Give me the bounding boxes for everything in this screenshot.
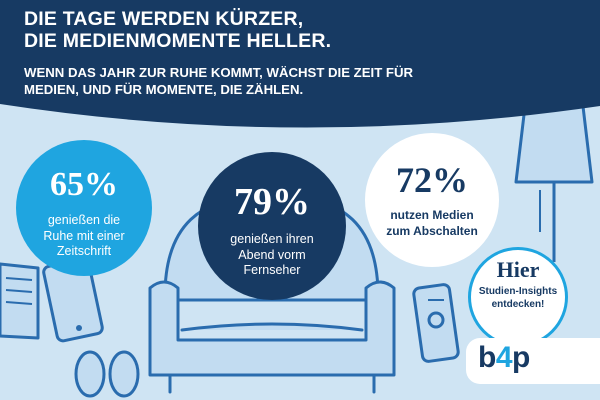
stat-caption-line: Ruhe mit einer: [43, 228, 125, 243]
stat-circle-zeitschrift: 65% genießen die Ruhe mit einer Zeitschr…: [16, 140, 152, 276]
page-title: DIE TAGE WERDEN KÜRZER, DIE MEDIENMOMENT…: [24, 8, 331, 52]
logo-accent: 4: [495, 341, 513, 374]
header-band: [0, 0, 600, 128]
stat-value: 65%: [50, 166, 118, 203]
subline-line-2: MEDIEN, UND FÜR MOMENTE, DIE ZÄHLEN.: [24, 82, 304, 97]
stat-caption-line: nutzen Medien: [390, 208, 474, 222]
stat-caption-line: genießen die: [47, 213, 121, 227]
subtitle: WENN DAS JAHR ZUR RUHE KOMMT, WÄCHST DIE…: [24, 64, 413, 98]
stat-caption-line: genießen ihren: [230, 232, 314, 246]
magazine-icon: [0, 262, 40, 340]
insights-cta-button[interactable]: Hier Studien-Insights entdecken!: [468, 247, 568, 347]
stat-caption: genießen die Ruhe mit einer Zeitschrift: [16, 213, 152, 260]
stat-circle-fernseher: 79% genießen ihren Abend vorm Fernseher: [198, 152, 346, 300]
subline-line-1: WENN DAS JAHR ZUR RUHE KOMMT, WÄCHST DIE…: [24, 65, 414, 80]
stat-caption: genießen ihren Abend vorm Fernseher: [198, 232, 346, 279]
stat-caption-line: Fernseher: [243, 263, 301, 277]
cta-headline: Hier: [496, 257, 540, 282]
stat-value: 79%: [234, 181, 310, 223]
logo-part: p: [512, 341, 530, 374]
stat-caption: nutzen Medien zum Abschalten: [365, 208, 499, 239]
stat-circle-abschalten: 72% nutzen Medien zum Abschalten: [365, 133, 499, 267]
cta-caption: Studien-Insights entdecken!: [471, 286, 565, 311]
stat-caption-line: zum Abschalten: [386, 223, 478, 238]
logo-part: b: [478, 341, 496, 374]
remote-control-icon: [412, 283, 460, 363]
logo-wordmark: b4p: [478, 341, 530, 375]
slippers-icon: [74, 350, 140, 398]
headline-line-1: DIE TAGE WERDEN KÜRZER,: [24, 8, 304, 30]
headline-line-2: DIE MEDIENMOMENTE HELLER.: [24, 30, 332, 52]
stat-value: 72%: [396, 160, 468, 200]
cta-caption-line: Studien-Insights: [478, 286, 558, 297]
cta-caption-line: entdecken!: [491, 298, 545, 310]
stat-caption-line: Zeitschrift: [56, 244, 112, 258]
b4p-logo: b4p: [466, 338, 600, 384]
lamp-icon: [514, 96, 594, 262]
stat-caption-line: Abend vorm: [238, 247, 306, 262]
